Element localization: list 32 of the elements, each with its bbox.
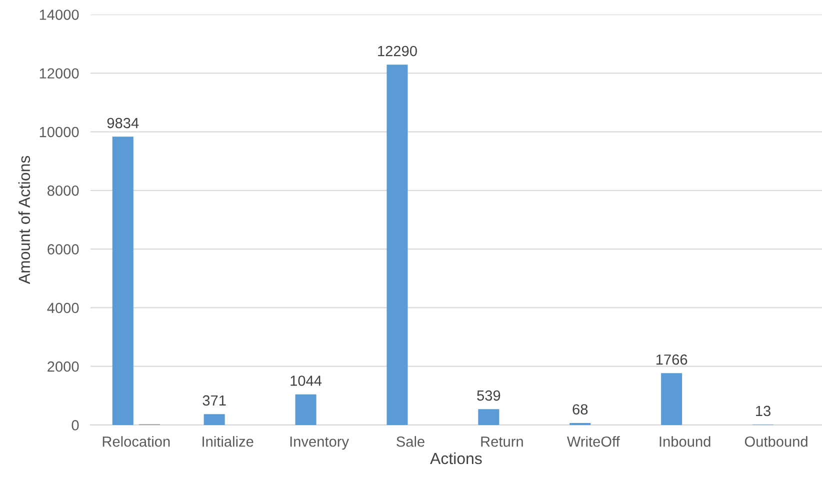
data-label: 12290 (378, 46, 417, 56)
data-label: 539 (477, 390, 500, 401)
bar (478, 409, 500, 425)
data-label: 13 (756, 406, 770, 416)
data-label: 9834 (107, 118, 139, 128)
bar (386, 64, 408, 425)
y-tick-label: 12000 (40, 68, 79, 79)
data-label: 371 (202, 395, 226, 406)
x-tick-label: Inbound (660, 436, 710, 447)
y-tick-label: 6000 (48, 244, 79, 254)
x-axis-title: Actions (430, 452, 482, 464)
y-tick-label: 4000 (47, 302, 79, 314)
data-label: 1044 (290, 376, 322, 386)
x-tick-label: Relocation (102, 436, 170, 447)
y-tick-label: 14000 (40, 10, 79, 20)
y-tick-label: 8000 (48, 186, 79, 196)
x-tick-label: Initialize (202, 436, 254, 447)
y-tick-label: 10000 (40, 126, 79, 138)
x-tick-label: Return (481, 436, 523, 447)
bar (204, 414, 225, 425)
data-label: 1766 (656, 354, 688, 365)
x-tick-label: Sale (396, 436, 424, 447)
y-axis-title: Amount of Actions (18, 156, 30, 284)
bar (112, 136, 134, 425)
data-label: 68 (572, 404, 588, 415)
y-tick-label: 0 (72, 420, 79, 430)
x-tick-label: Outbound (744, 436, 808, 447)
bar (295, 394, 316, 425)
bar (661, 373, 682, 425)
x-tick-label: WriteOff (566, 436, 620, 447)
y-tick-label: 2000 (48, 361, 79, 372)
x-tick-label: Inventory (290, 436, 350, 450)
